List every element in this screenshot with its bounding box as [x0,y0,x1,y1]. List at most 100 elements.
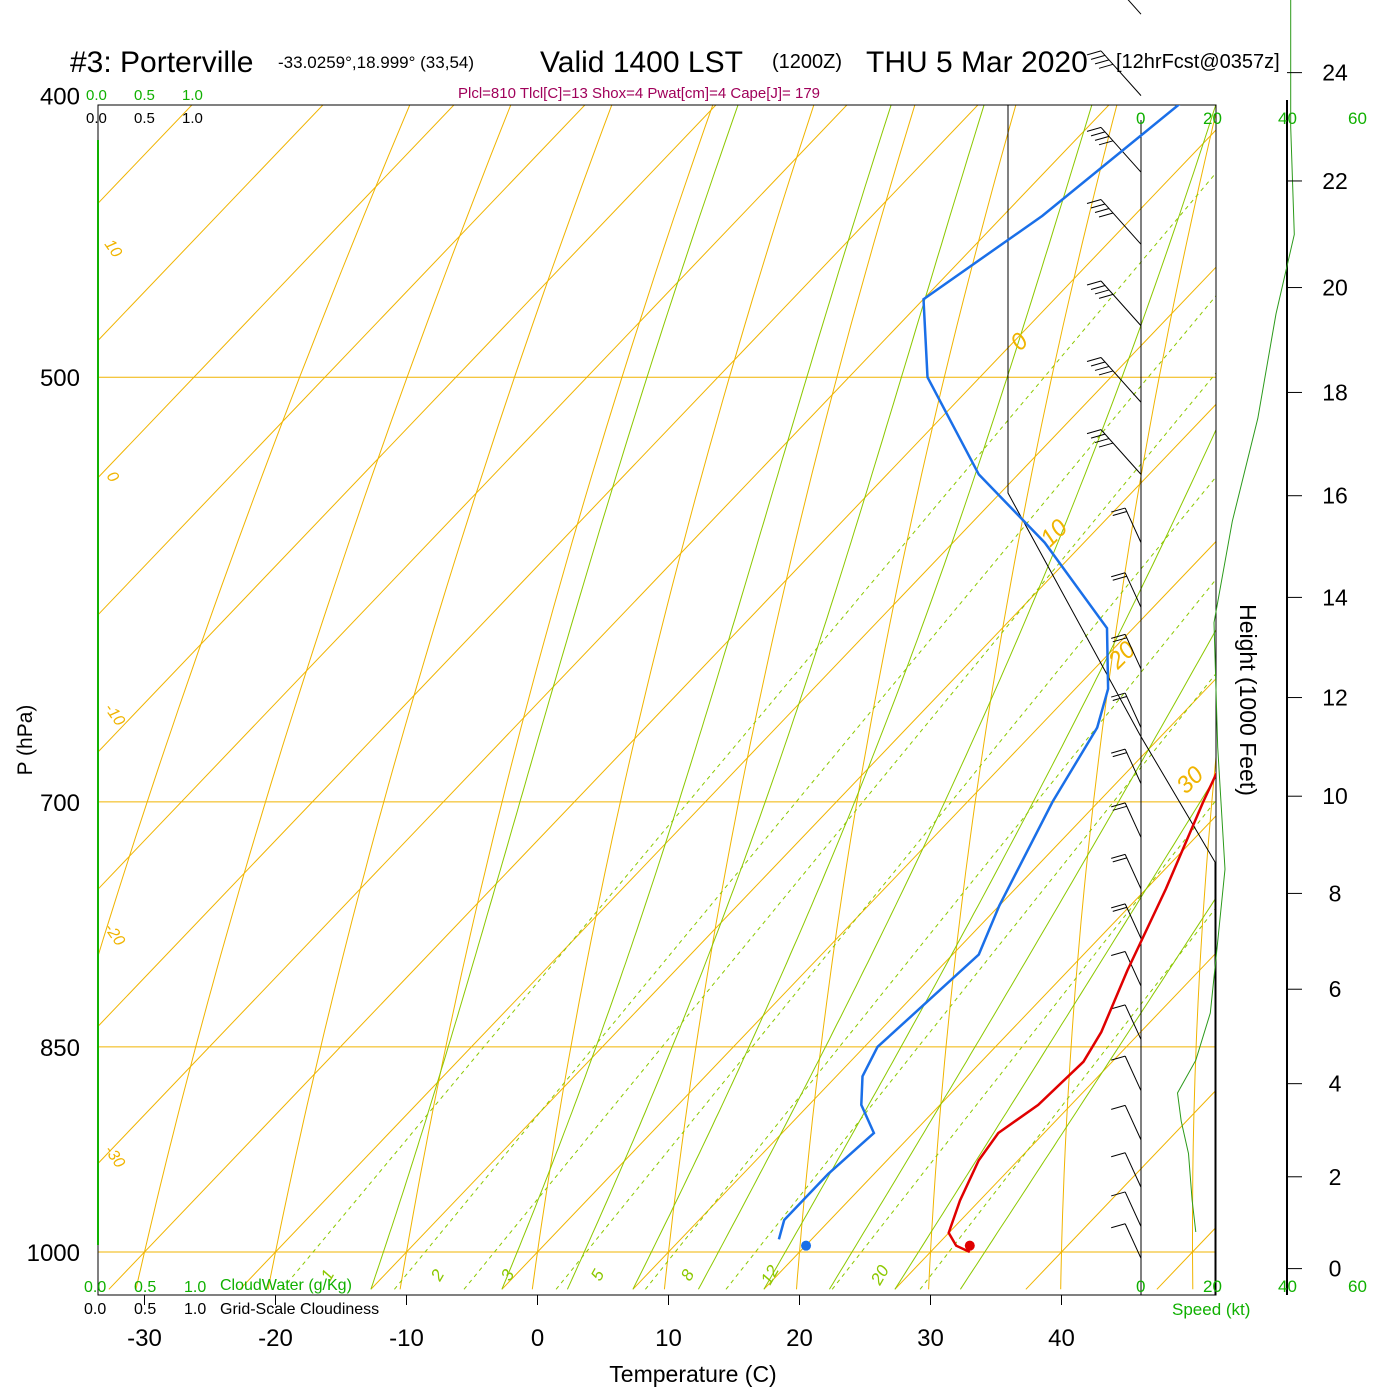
height-tick-12: 12 [1322,685,1348,711]
isotherm-left-label-m20: -20 [101,921,128,950]
wind-barb-450 [1086,199,1142,245]
dry-adiabat-10 [663,105,916,1290]
stability-indices: Plcl=810 Tlcl[C]=13 Shox=4 Pwat[cm]=4 Ca… [458,85,820,102]
speed-top-60: 60 [1348,109,1367,128]
cloud-scale-bottom: 0.0 0.5 1.0 CloudWater (g/Kg) 0.0 0.5 1.… [84,1277,379,1318]
forecast-info: [12hrFcst@0357z] [1116,51,1280,73]
wind-barb-950 [1111,1152,1142,1188]
wind-barb-flag [1111,1055,1126,1061]
wind-barb-flag [1111,572,1126,578]
wind-barb-flag [1111,633,1126,639]
speed-bottom-20: 20 [1203,1277,1222,1296]
wind-barb-flag [1086,357,1102,362]
wind-barb-660 [1111,692,1142,728]
isotherm-left-label-0: 0 [103,469,122,486]
moist-adiabat-30 [894,775,1216,1290]
moist-adiabat--10 [370,105,739,1290]
wind-barb-flag [1098,370,1114,376]
wind-barb-375 [1127,0,1142,15]
pressure-tick-850: 850 [40,1035,80,1062]
cloud-scale-top-black-2: 1.0 [182,110,203,127]
cloud-scale-top-black-0: 0.0 [86,110,107,127]
wind-barb-flag [1098,63,1114,69]
wind-barb-720 [1111,802,1142,838]
speed-bottom-0: 0 [1136,1277,1145,1296]
cloud-bottom-black-2: 1.0 [184,1301,206,1318]
isotherm-0 [501,540,1216,1290]
dry-adiabats [98,105,1216,1290]
wind-barb-shaft [1124,507,1142,543]
isotherm--70 [98,105,717,753]
dry-adiabat-0 [531,105,815,1290]
speed-bottom-40: 40 [1278,1277,1297,1296]
wind-barb-flag [1094,208,1110,213]
height-tick-18: 18 [1322,379,1348,405]
wind-barb-shaft [1124,572,1142,608]
wind-barb-400 [1086,50,1142,96]
mixing-ratio-5 [555,476,1216,1290]
isotherm-labels: 0 10 20 30 [1005,327,1209,799]
wind-barbs [1086,0,1142,1259]
isotherm--120 [0,0,636,1289]
isotherm-label-0: 0 [1005,327,1034,356]
temperature-profile [947,771,1216,1254]
wind-barb-630 [1111,633,1142,670]
pressure-tick-1000: 1000 [27,1240,80,1267]
sounding-profiles [777,105,1216,1254]
speed-top-40: 40 [1278,109,1297,128]
wind-barb-flag [1098,442,1114,448]
x-tick-10: 10 [655,1325,682,1352]
wind-barb-flag [1086,199,1102,205]
moist-adiabat-0 [501,105,892,1290]
height-tick-4: 4 [1329,1071,1342,1097]
x-tick-40: 40 [1048,1325,1075,1352]
wind-barb-flag [1094,289,1110,295]
wind-barb-1005 [1111,1223,1142,1259]
isotherm--60 [98,105,848,890]
height-tick-6: 6 [1329,976,1342,1002]
mixing-ratio-lines [281,172,1216,1290]
isotherm--30 [108,129,1216,1290]
wind-barb-flag [1111,802,1126,808]
moist-adiabat-10 [632,105,1093,1290]
wind-barb-flag [1111,692,1126,698]
cloud-scale-top: 0.0 0.5 1.0 0.0 0.5 1.0 [86,87,203,127]
cloud-scale-top-green-1: 0.5 [134,87,155,104]
wind-barb-shaft [1127,0,1142,15]
wind-barb-shaft [1124,634,1142,670]
mixr-label-5: 5 [587,1266,608,1284]
wind-barb-510 [1086,357,1142,403]
speed-bottom-60: 60 [1348,1277,1367,1296]
cloud-scale-top-black-1: 0.5 [134,110,155,127]
wind-barb-flag [1112,575,1127,581]
speed-scale-top: 0 20 40 60 [1136,109,1367,128]
dry-adiabat--20 [267,105,613,1290]
wind-barb-shaft [1100,127,1142,173]
cloud-scale-top-green-0: 0.0 [86,87,107,104]
wind-barb-425 [1086,126,1142,173]
wind-barb-600 [1111,572,1142,608]
wind-barb-flag [1111,507,1126,513]
isotherm-30 [894,952,1216,1290]
wind-barb-shaft [1124,692,1142,728]
height-tick-24: 24 [1322,60,1348,86]
x-tick-30: 30 [917,1325,944,1352]
axis-ticks: 2503004005007008501000-30-20-10010203040… [27,60,1348,1352]
wind-barb-flag [1112,752,1127,758]
wind-barb-shaft [1100,357,1142,403]
isotherm-left-label-m30: -30 [101,1143,128,1172]
dry-adiabat--30 [135,105,512,1290]
wind-barb-shaft [1124,1191,1142,1227]
wind-barb-shaft [1124,903,1142,939]
cloud-bottom-green-1: 0.5 [134,1279,156,1296]
isotherm-left-label-10: 10 [101,237,125,261]
isobars [98,376,1216,1253]
dry-adiabat-40 [1060,110,1216,1290]
wind-barb-flag [1090,131,1106,137]
wind-barb-980 [1111,1191,1142,1227]
valid-time: Valid 1400 LST [540,46,743,79]
dry-adiabat--40 [98,105,411,958]
wind-barb-480 [1086,280,1142,327]
pressure-tick-500: 500 [40,365,80,392]
speed-top-0: 0 [1136,109,1145,128]
